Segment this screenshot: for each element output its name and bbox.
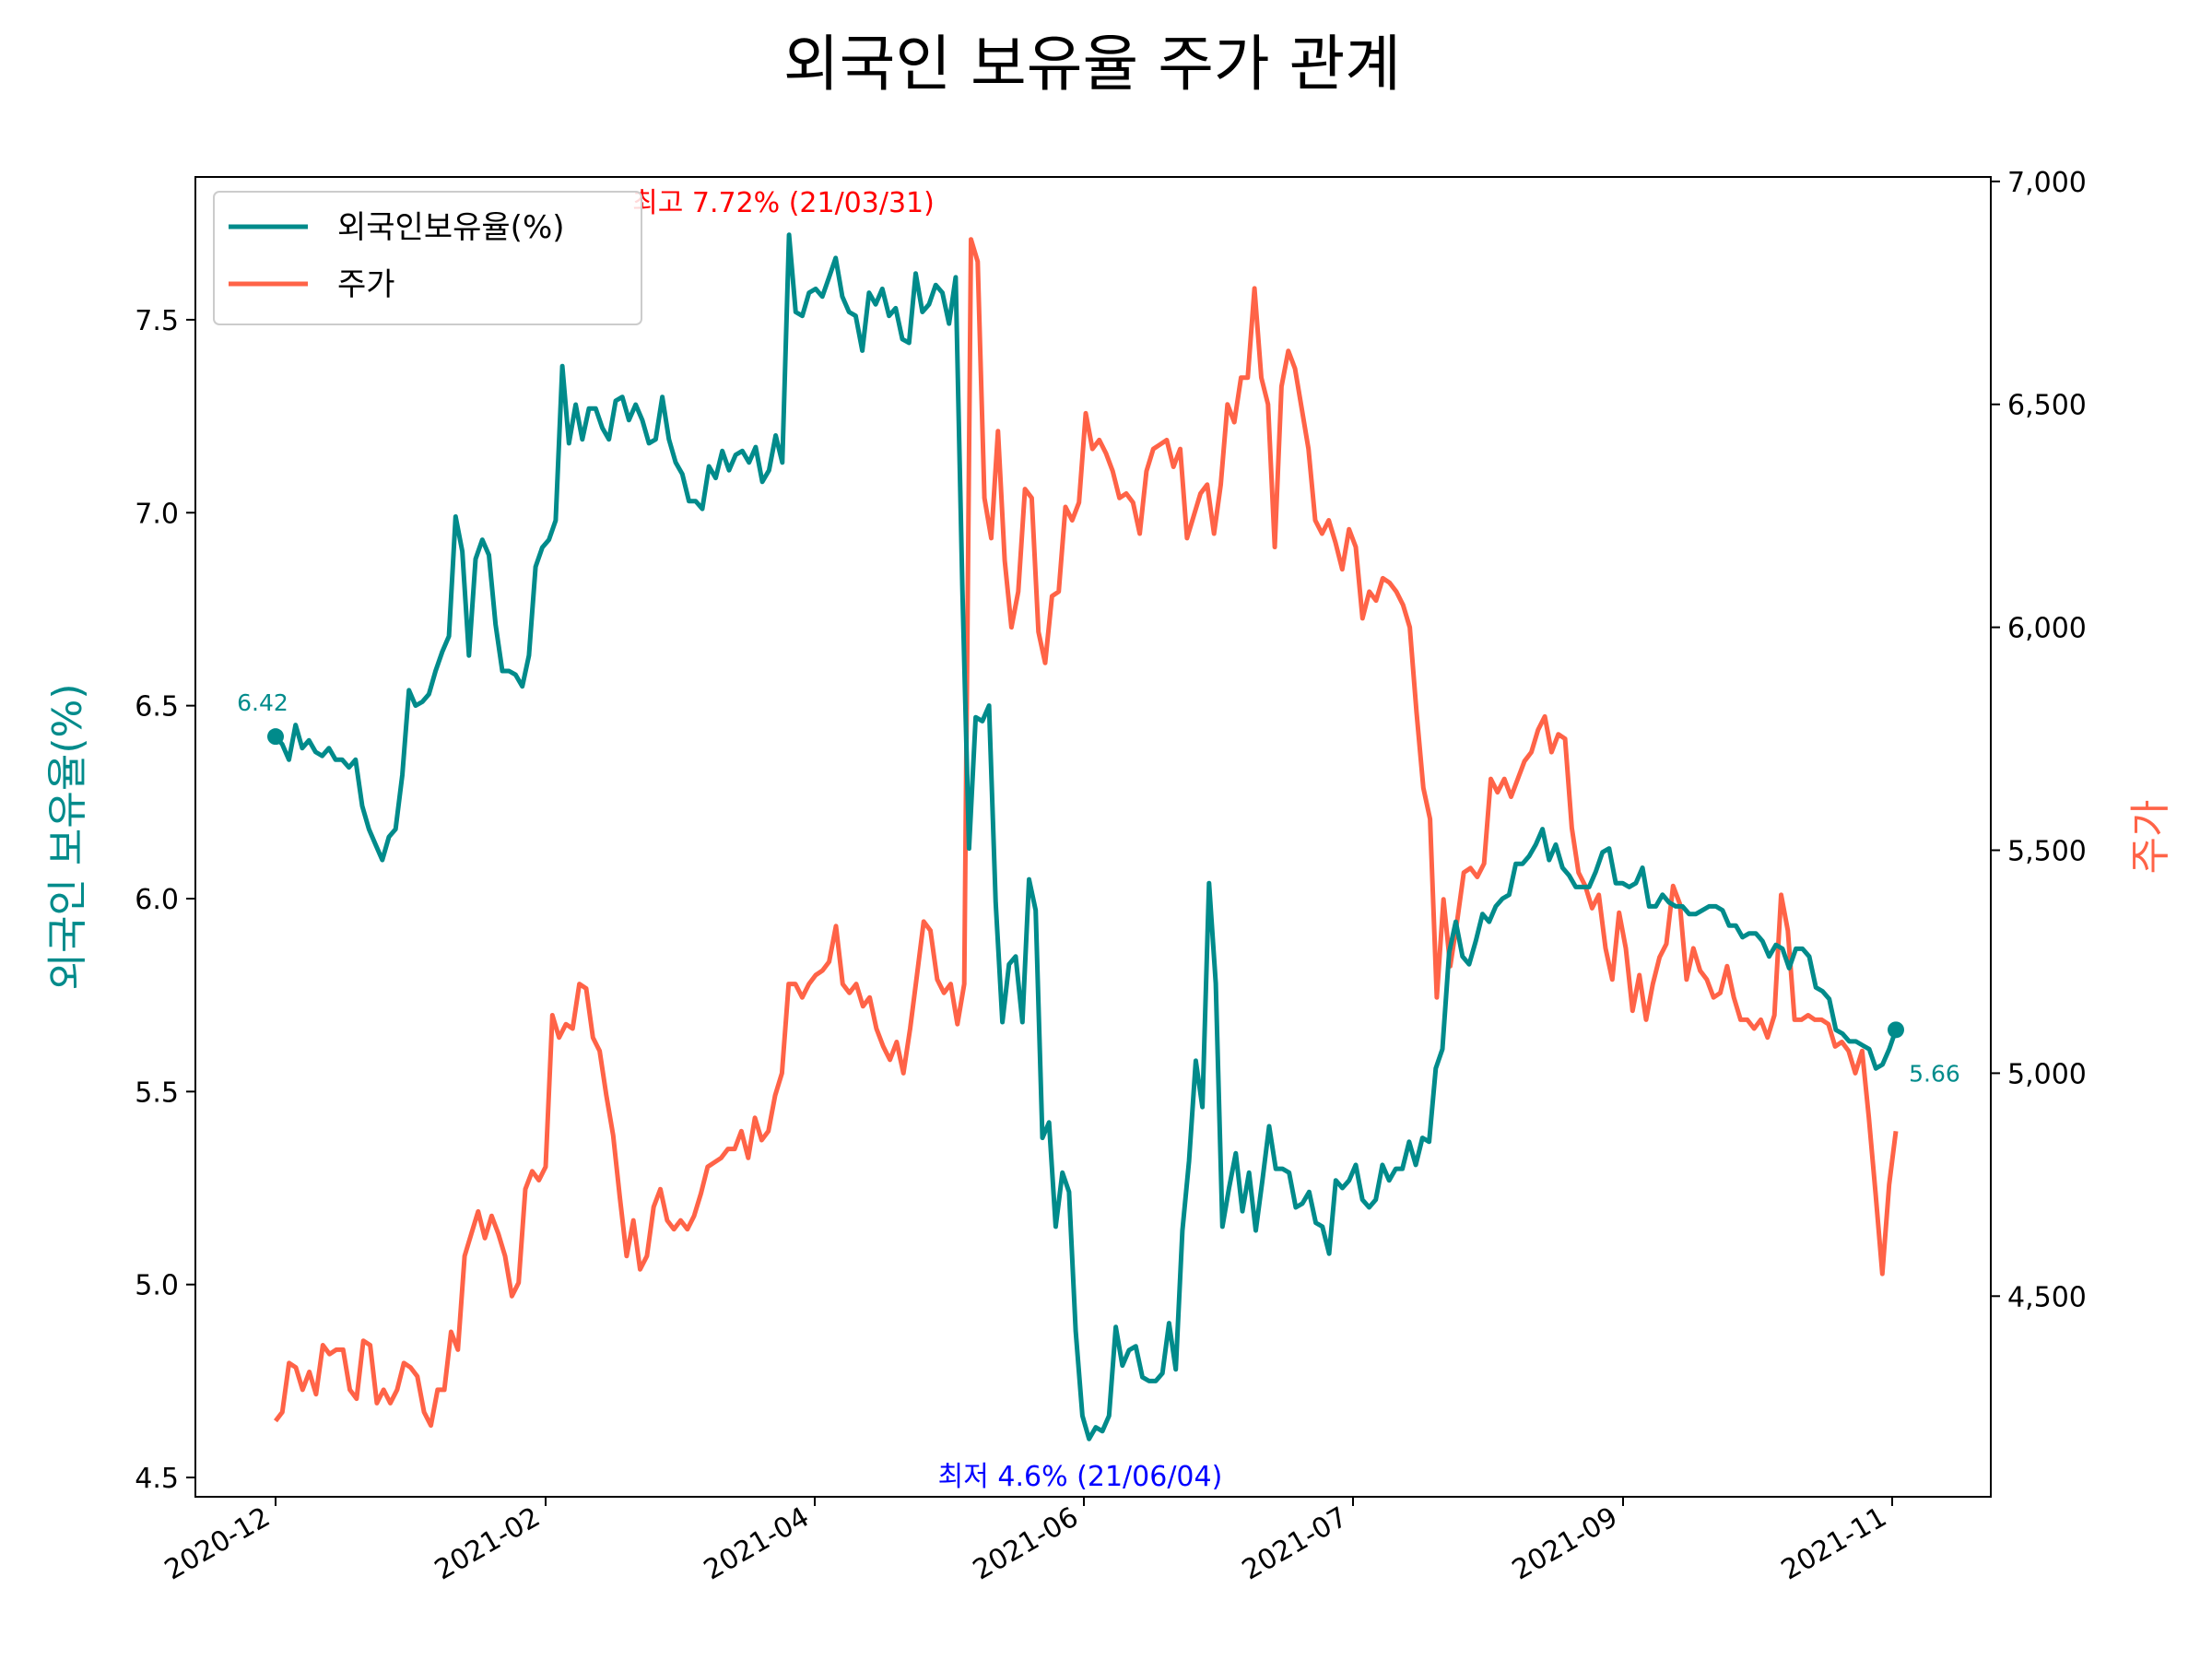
start-value-label: 6.42	[237, 689, 288, 716]
y-right-tick-label: 6,000	[2007, 613, 2087, 645]
series-line-ownership	[274, 232, 1899, 1441]
y-right-axis-title: 주가	[2127, 800, 2174, 875]
plot-area	[194, 176, 1992, 1498]
y-right-tick-label: 7,000	[2007, 167, 2087, 199]
y-right-tick-label: 5,000	[2007, 1058, 2087, 1090]
x-tick-label: 2021-06	[968, 1501, 1084, 1587]
x-axis: 2020-12 2021-02 2021-04 2021-06 2021-07 2021-…	[159, 1497, 1893, 1587]
y-left-tick-label: 4.5	[135, 1463, 179, 1495]
legend-label-ownership: 외국인보유율(%)	[337, 209, 565, 246]
plot-frame	[194, 176, 1992, 1498]
end-point-marker	[1888, 1021, 1904, 1039]
y-left-tick-label: 5.0	[135, 1270, 179, 1302]
max-annotation: 최고 7.72% (21/03/31)	[632, 187, 935, 219]
x-tick-label: 2021-02	[429, 1501, 546, 1587]
y-left-tick-label: 5.5	[135, 1077, 179, 1109]
legend-label-price: 주가	[337, 266, 395, 303]
y-right-axis: 4,500 5,000 5,500 6,000 6,500 7,000	[1991, 167, 2087, 1313]
y-left-tick-label: 6.5	[135, 691, 179, 724]
legend: 외국인보유율(%) 주가	[213, 191, 642, 325]
y-right-tick-label: 4,500	[2007, 1281, 2087, 1313]
x-tick-label: 2021-04	[699, 1501, 815, 1587]
series-line-price	[274, 237, 1899, 1429]
y-left-axis: 4.5 5.0 5.5 6.0 6.5 7.0 7.5	[135, 305, 195, 1495]
start-point-marker	[267, 728, 284, 746]
min-annotation: 최저 4.6% (21/06/04)	[938, 1461, 1223, 1493]
y-right-tick-label: 6,500	[2007, 390, 2087, 422]
x-tick-label: 2021-09	[1507, 1501, 1623, 1587]
legend-box	[213, 191, 642, 325]
y-left-tick-label: 6.0	[135, 884, 179, 916]
y-left-tick-label: 7.5	[135, 305, 179, 337]
y-left-axis-title: 외국인 보유율(%)	[44, 683, 91, 990]
chart-title: 외국인 보유율 주가 관계	[783, 29, 1401, 100]
y-left-tick-label: 7.0	[135, 498, 179, 530]
end-value-label: 5.66	[1909, 1060, 1960, 1087]
series-layer: 6.42 5.66	[237, 232, 1960, 1441]
x-tick-label: 2021-07	[1237, 1501, 1353, 1587]
x-tick-label: 2020-12	[159, 1501, 276, 1587]
y-right-tick-label: 5,500	[2007, 836, 2087, 868]
x-tick-label: 2021-11	[1776, 1501, 1892, 1587]
